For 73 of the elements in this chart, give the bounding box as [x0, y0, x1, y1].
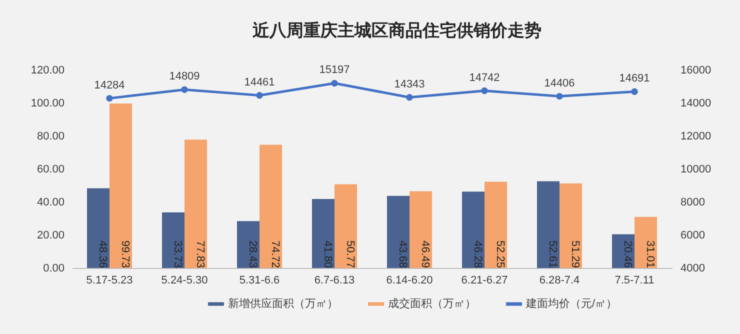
data-label: 20.46: [621, 240, 634, 268]
bar: [484, 182, 507, 268]
data-label: 14406: [544, 77, 575, 90]
y2-tick-label: 8000: [680, 196, 705, 208]
data-label: 46.28: [471, 240, 484, 268]
bar: [237, 221, 260, 268]
x-tick-label: 6.28-7.4: [539, 274, 580, 286]
point: [331, 80, 338, 87]
data-label: 14284: [94, 79, 125, 92]
y2-tick-label: 12000: [680, 130, 712, 142]
data-label: 33.73: [171, 240, 184, 268]
data-label: 74.72: [268, 240, 281, 268]
point: [256, 92, 263, 99]
y2-tick-label: 16000: [680, 64, 712, 76]
point: [406, 94, 413, 101]
data-label: 31.01: [644, 240, 656, 268]
bar: [312, 199, 334, 268]
bar: [387, 196, 410, 268]
y-tick-label: 0.00: [43, 262, 64, 274]
legend-label: 建面均价（元/㎡）: [525, 297, 618, 310]
bar: [260, 144, 282, 268]
data-label: 14343: [394, 78, 425, 90]
data-label: 14691: [619, 72, 650, 85]
bar: [162, 212, 184, 268]
data-label: 41.80: [321, 240, 334, 268]
y2-tick-label: 14000: [680, 98, 712, 110]
point: [556, 92, 563, 100]
legend-label: 成交面积（万㎡）: [388, 297, 476, 310]
data-label: 51.29: [568, 240, 581, 268]
data-label: 77.83: [194, 240, 206, 268]
data-label: 15197: [319, 64, 350, 76]
data-label: 48.36: [96, 240, 108, 268]
bar: [410, 191, 432, 268]
y-tick-label: 60.00: [36, 164, 64, 176]
data-label: 43.68: [396, 240, 408, 268]
x-tick-label: 7.5-7.11: [614, 274, 654, 286]
bar: [184, 140, 207, 268]
point: [181, 86, 188, 93]
y2-tick-label: 6000: [680, 230, 705, 242]
bar: [110, 103, 132, 268]
bar: [334, 184, 357, 268]
bar: [560, 183, 582, 268]
y2-tick-label: 4000: [680, 262, 705, 274]
x-tick-label: 5.31-6.6: [239, 274, 280, 286]
point: [106, 94, 113, 102]
x-tick-label: 6.7-6.13: [314, 274, 355, 286]
data-label: 14742: [469, 72, 500, 84]
y2-tick-label: 10000: [680, 164, 712, 176]
x-tick-label: 5.17-5.23: [86, 274, 133, 286]
y-tick-label: 100.00: [30, 98, 64, 110]
x-tick-label: 5.24-5.30: [161, 274, 208, 286]
y-tick-label: 120.00: [30, 64, 64, 76]
legend-label: 新增供应面积（万㎡）: [228, 297, 338, 310]
x-tick-label: 6.14-6.20: [386, 274, 433, 286]
bar: [87, 188, 110, 268]
bar: [537, 181, 560, 268]
y-tick-label: 80.00: [36, 130, 64, 142]
data-label: 46.49: [418, 240, 431, 268]
data-label: 99.73: [118, 240, 131, 268]
data-label: 14461: [244, 76, 275, 88]
chart-title: 近八周重庆主城区商品住宅供销价走势: [252, 21, 542, 40]
y-tick-label: 40.00: [36, 196, 64, 208]
data-label: 52.61: [546, 240, 558, 268]
data-label: 28.43: [246, 240, 258, 268]
bar: [634, 216, 657, 268]
point: [481, 87, 488, 94]
data-label: 14809: [169, 70, 200, 83]
x-tick-label: 6.21-6.27: [461, 274, 508, 286]
point: [631, 88, 638, 95]
data-label: 50.77: [344, 240, 356, 268]
data-label: 52.25: [494, 240, 506, 268]
y-tick-label: 20.00: [36, 230, 64, 242]
bar: [462, 192, 484, 268]
